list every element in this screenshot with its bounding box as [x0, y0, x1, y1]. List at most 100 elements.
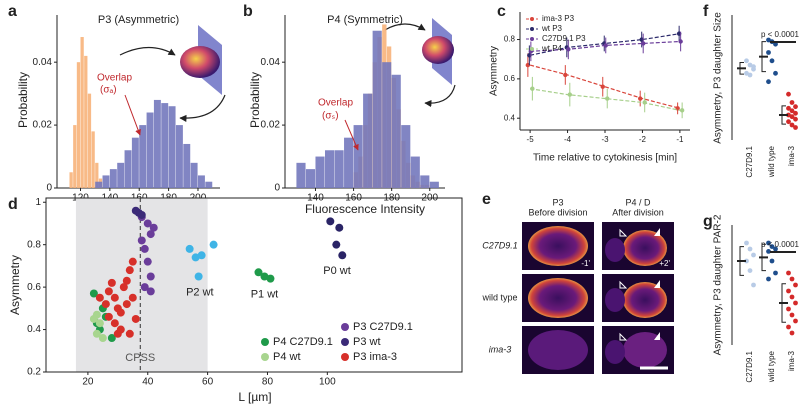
point — [769, 58, 775, 64]
y-tick-label: 0.6 — [504, 74, 516, 83]
point — [786, 288, 791, 294]
point — [110, 319, 119, 328]
histogram-bar — [124, 150, 132, 188]
legend-label: P3 C27D9.1 — [353, 321, 413, 333]
x-axis-label: Time relative to cytokinesis [min] — [533, 153, 677, 164]
point — [146, 230, 155, 239]
point — [92, 310, 101, 319]
point — [773, 246, 778, 252]
panel-letter: a — [8, 3, 17, 20]
point — [122, 300, 131, 309]
y-tick-label: 0.02 — [33, 120, 53, 131]
x-axis-label: L [µm] — [238, 390, 271, 404]
point — [185, 244, 194, 253]
point — [335, 223, 344, 232]
panel-letter: e — [482, 191, 491, 208]
point — [95, 319, 104, 328]
y-tick-label: 0.8 — [504, 35, 516, 44]
point — [131, 206, 140, 215]
y-axis-label: Asymmetry, P3 daughter Size — [713, 12, 724, 144]
point — [116, 308, 125, 317]
x-tick-label: -2 — [639, 135, 647, 144]
x-tick-label: -3 — [601, 135, 609, 144]
row-label: C27D9.1 — [482, 240, 518, 250]
point — [137, 236, 146, 245]
point — [89, 289, 98, 298]
histogram-bar — [87, 93, 92, 188]
point — [128, 257, 137, 266]
histogram-bar — [139, 125, 147, 188]
histogram-bar — [334, 150, 344, 188]
legend-label: wt P4 — [541, 44, 563, 53]
y-tick-label: 0.4 — [27, 324, 41, 335]
category-label: wild type — [767, 145, 776, 178]
cluster-label: P2 wt — [186, 286, 214, 298]
plot-frame — [45, 197, 463, 373]
cluster-label: P0 wt — [323, 265, 351, 277]
histogram-bar — [363, 93, 373, 188]
overlap-label: Overlap — [97, 73, 132, 84]
point — [326, 217, 335, 226]
histogram-bar — [305, 169, 316, 188]
category-label: ima-3 — [787, 145, 796, 166]
histogram-bar — [95, 162, 99, 188]
overlap-arrow — [344, 119, 359, 151]
row-label: wild type — [481, 292, 517, 302]
histogram-bar — [420, 175, 430, 188]
legend-marker — [530, 27, 534, 31]
histogram-bar — [153, 99, 161, 188]
point — [793, 104, 798, 110]
legend-label: P4 C27D9.1 — [273, 336, 333, 348]
y-tick-label: 0.6 — [27, 282, 41, 293]
point — [744, 58, 749, 64]
point — [675, 106, 680, 111]
point — [140, 244, 149, 253]
point — [744, 240, 749, 246]
row-label: ima-3 — [489, 344, 512, 354]
x-tick-label: -5 — [527, 135, 535, 144]
point — [128, 293, 137, 302]
point — [789, 100, 795, 105]
point — [747, 268, 753, 273]
micrographs — [522, 222, 674, 374]
point — [789, 276, 795, 282]
histogram-bar — [102, 175, 110, 188]
point — [744, 258, 749, 264]
point — [143, 219, 152, 228]
panel-letter: b — [243, 3, 253, 20]
p-value: p < 0.0001 — [761, 240, 800, 249]
time-stamp: -1' — [581, 259, 590, 268]
histogram-bar — [429, 181, 439, 188]
y-tick-label: 0 — [46, 183, 52, 194]
y-axis-label: Asymmetry — [489, 46, 500, 96]
histogram-bar — [69, 172, 73, 188]
histogram-bar — [391, 74, 401, 188]
histogram-bar — [344, 137, 354, 188]
point — [209, 240, 218, 249]
point — [793, 125, 798, 130]
point — [789, 114, 795, 120]
point — [125, 329, 134, 338]
point — [149, 223, 158, 232]
column-header: Before division — [528, 207, 587, 217]
legend-marker — [530, 17, 534, 21]
point — [679, 108, 685, 113]
legend-marker — [341, 338, 349, 346]
histogram-bar — [325, 150, 335, 188]
histogram-bar — [117, 162, 125, 188]
chart-title: P4 (Symmetric) — [327, 14, 403, 26]
point — [789, 312, 795, 318]
point — [747, 72, 753, 78]
point — [563, 72, 568, 78]
histogram-bar — [161, 103, 169, 188]
histogram-bar — [80, 37, 84, 188]
y-axis-label: Probability — [16, 72, 30, 128]
panel-letter: d — [8, 196, 18, 213]
x-tick-label: 20 — [82, 377, 94, 388]
point — [793, 318, 798, 324]
point — [122, 276, 131, 285]
point — [600, 84, 605, 89]
point — [766, 276, 771, 282]
y-axis-label: Probability — [248, 72, 262, 128]
